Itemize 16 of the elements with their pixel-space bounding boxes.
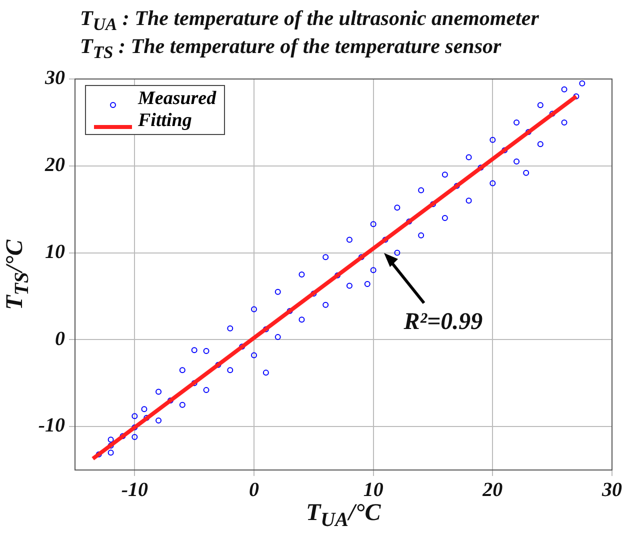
legend-label: Fitting <box>138 110 192 132</box>
y-tick-label: 20 <box>44 154 65 176</box>
chart-subtitle: T$_{TS}$ : The temperature of the temperature sensor <box>80 34 502 64</box>
x-tick-label: 10 <box>363 479 384 502</box>
y-tick-label: 10 <box>45 240 65 263</box>
x-axis-title: T$_{UA}$/°C <box>306 500 381 532</box>
x-tick-label: 0 <box>249 479 259 502</box>
y-tick-label: -10 <box>38 414 65 437</box>
legend-label: Measured <box>138 88 216 110</box>
y-tick-label: 0 <box>55 328 65 350</box>
annotation: R²=0.99 <box>404 308 483 336</box>
y-tick-label: 30 <box>44 67 65 90</box>
x-tick-label: 30 <box>601 479 622 502</box>
x-tick-label: -10 <box>121 479 148 502</box>
chart-title: T$_{UA}$ : The temperature of the ultrasonic anemometer <box>80 6 539 36</box>
x-tick-label: 20 <box>482 479 503 502</box>
